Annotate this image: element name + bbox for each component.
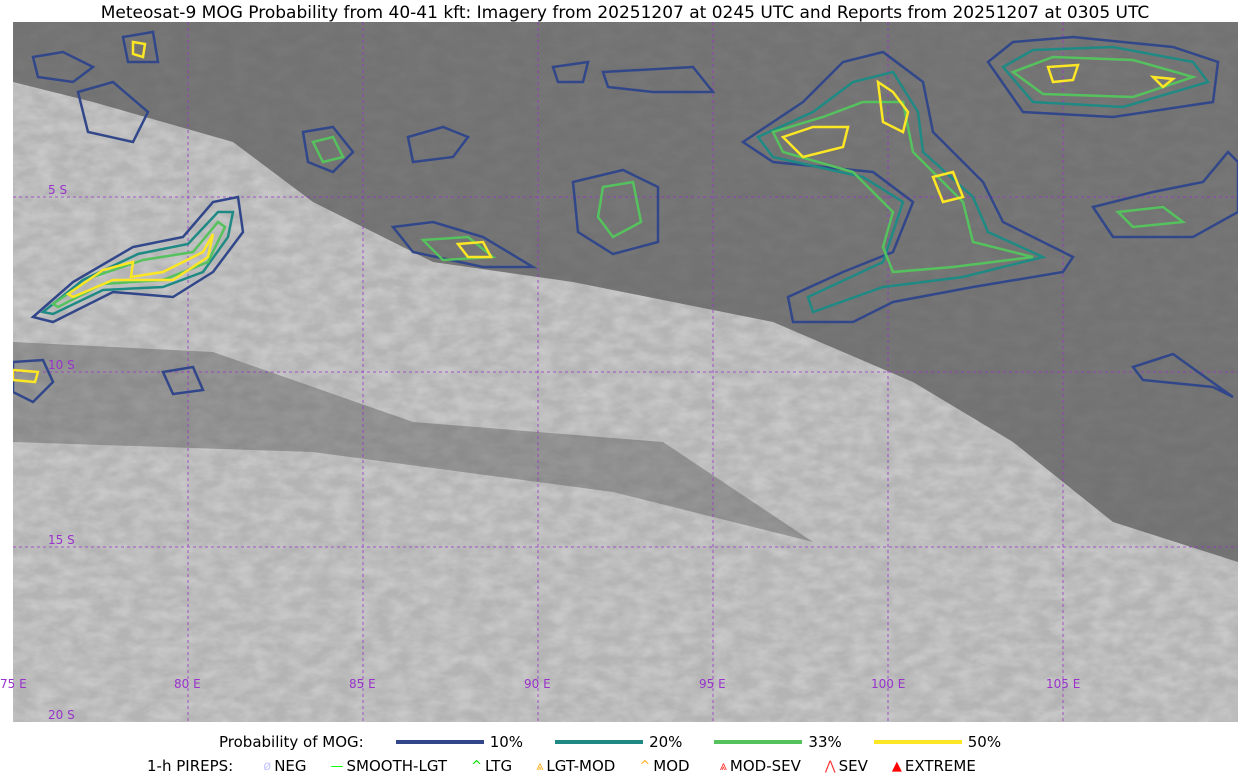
lat-label: 15 S — [48, 533, 75, 547]
lon-label: 90 E — [524, 677, 551, 691]
satellite-map[interactable]: 75 E 80 E 85 E 90 E 95 E 100 E 105 E 5 S… — [0, 22, 1240, 722]
lat-label: 10 S — [48, 358, 75, 372]
prob-50-swatch — [873, 740, 962, 744]
neg-icon: ø — [263, 758, 272, 774]
map-title: Meteosat-9 MOG Probability from 40-41 kf… — [100, 3, 1150, 23]
pirep-label: MOD-SEV — [729, 757, 801, 775]
pirep-label: LGT-MOD — [546, 757, 616, 775]
lon-label: 100 E — [871, 677, 906, 691]
prob-10-label: 10% — [489, 733, 524, 751]
pirep-label: LTG — [484, 757, 513, 775]
lon-label: 75 E — [0, 677, 27, 691]
prob-20-label: 20% — [649, 733, 683, 751]
lon-label: 95 E — [699, 677, 726, 691]
prob-33-swatch — [714, 740, 803, 744]
lon-label: 85 E — [349, 677, 376, 691]
lgt-mod-icon: ⩓ — [536, 758, 544, 774]
lon-label: 105 E — [1046, 677, 1081, 691]
map-canvas — [11, 22, 1240, 722]
probability-legend: Probability of MOG: 10% 20% 33% 50% — [219, 733, 1001, 751]
prob-10-swatch — [395, 740, 484, 744]
pirep-label: NEG — [274, 757, 307, 775]
mod-icon: ^ — [639, 758, 651, 774]
lon-label: 80 E — [174, 677, 201, 691]
mog-contours — [11, 30, 1240, 404]
grid-lines — [13, 22, 1238, 722]
lat-label: 20 S — [48, 708, 75, 722]
pirep-label: SMOOTH-LGT — [346, 757, 448, 775]
pirep-label: MOD — [653, 757, 690, 775]
pirep-label: SEV — [838, 757, 868, 775]
sev-icon: ⋀ — [824, 758, 836, 774]
smooth-lgt-icon: — — [330, 758, 344, 774]
mod-sev-icon: ⩓ — [719, 758, 727, 774]
ltg-icon: ^ — [471, 758, 482, 774]
prob-33-label: 33% — [808, 733, 842, 751]
prob-20-swatch — [555, 740, 644, 744]
prob-legend-title: Probability of MOG: — [219, 733, 364, 751]
lat-label: 5 S — [48, 183, 68, 197]
pirep-legend: 1-h PIREPS: ø NEG — SMOOTH-LGT ^ LTG ⩓ LGT-M… — [147, 757, 976, 775]
pirep-legend-title: 1-h PIREPS: — [147, 757, 234, 775]
pirep-label: EXTREME — [904, 757, 976, 775]
extreme-icon: ▲ — [891, 758, 902, 774]
prob-50-label: 50% — [967, 733, 1002, 751]
